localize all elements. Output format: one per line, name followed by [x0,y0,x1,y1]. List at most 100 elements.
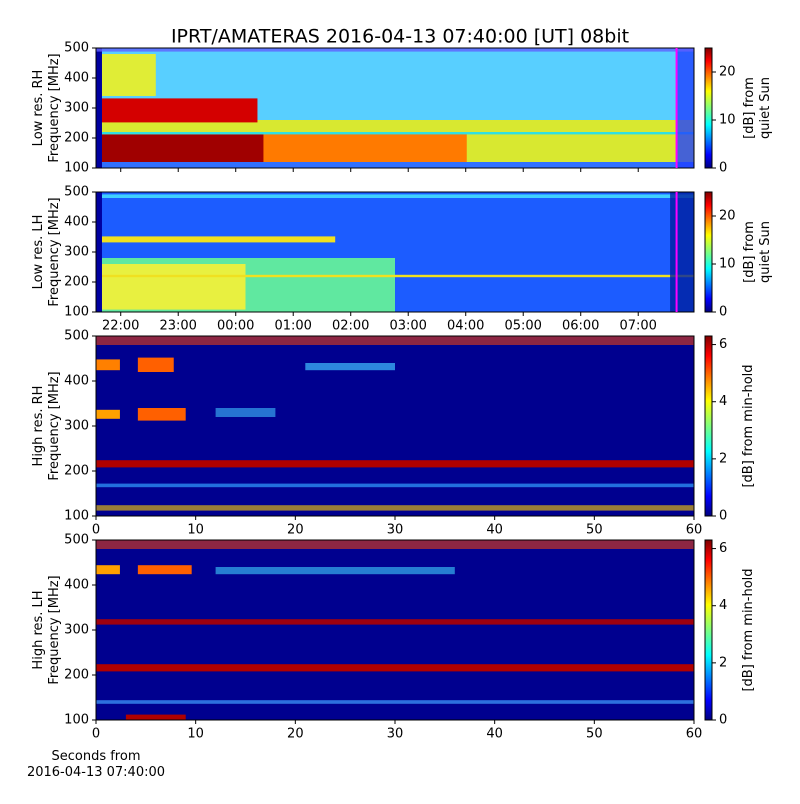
spectrogram-texture [96,565,120,575]
colorbar-tick-label: 4 [719,598,727,613]
spectrogram-texture [96,134,264,162]
y-axis-label-line: Frequency [MHz] [47,575,62,684]
y-axis-label-line: Low res. RH [31,70,46,147]
spectrogram-texture [96,483,694,488]
y-axis-label-line: High res. LH [31,590,46,669]
x-tick-label: 30 [387,523,404,538]
spectrogram-texture [305,363,395,371]
spectrogram-texture [96,274,694,278]
colorbar-tick-label: 6 [719,541,727,556]
x-tick-label: 10 [187,523,204,538]
x-tick-label: 40 [486,727,503,742]
y-tick-label: 300 [64,245,89,260]
y-tick-label: 300 [64,101,89,116]
y-tick-label: 200 [64,464,89,479]
x-tick-label: 60 [686,523,703,538]
colorbar-tick-label: 0 [719,509,727,524]
y-tick-label: 200 [64,668,89,683]
x-tick-label: 05:00 [504,319,541,334]
x-tick-label: 40 [486,523,503,538]
colorbar-label-line: quiet Sun [758,77,773,139]
y-tick-label: 500 [64,533,89,548]
colorbar [704,191,713,313]
colorbar-tick-label: 0 [719,161,727,176]
y-tick-label: 400 [64,578,89,593]
y-axis-label: High res. RHFrequency [MHz] [31,371,62,480]
spectrogram-texture [96,48,102,168]
y-tick-label: 400 [64,215,89,230]
spectrogram-texture [137,408,186,421]
x-axis-label-line: 2016-04-13 07:40:00 [27,765,165,780]
x-tick-label: 0 [92,727,100,742]
y-tick-label: 300 [64,419,89,434]
spectrogram-texture [96,132,694,135]
y-axis-label-line: Low res. LH [31,215,46,290]
y-tick-label: 400 [64,374,89,389]
spectrogram-texture [96,194,694,198]
colorbar-label: [dB] from min-hold [741,364,756,487]
x-tick-label: 0 [92,523,100,538]
x-tick-label: 60 [686,727,703,742]
x-tick-label: 10 [187,727,204,742]
x-tick-label: 50 [586,523,603,538]
x-tick-label: 22:00 [102,319,139,334]
spectrogram-texture [96,619,694,625]
spectrogram-texture [215,408,276,417]
y-tick-label: 200 [64,131,89,146]
colorbar [704,539,713,721]
colorbar [704,335,713,517]
spectrogram-texture [96,336,694,345]
spectrogram-texture [670,192,694,312]
spectrogram-texture [96,192,102,312]
colorbar-label-line: quiet Sun [758,221,773,283]
spectrogram-texture [96,664,694,672]
x-tick-label: 01:00 [274,319,311,334]
y-tick-label: 100 [64,713,89,728]
spectrogram-texture [215,567,455,575]
y-axis-label-line: Frequency [MHz] [47,53,62,162]
y-tick-label: 500 [64,185,89,200]
spectrogram-texture [125,714,186,720]
y-tick-label: 100 [64,509,89,524]
x-tick-label: 02:00 [332,319,369,334]
x-tick-label: 50 [586,727,603,742]
spectrogram-texture [96,700,694,704]
colorbar-label-line: [dB] from [742,77,757,139]
colorbar [704,47,713,169]
y-tick-label: 500 [64,329,89,344]
colorbar-tick-label: 0 [719,305,727,320]
colorbar-label-line: [dB] from min-hold [741,364,756,487]
chart-title: IPRT/AMATERAS 2016-04-13 07:40:00 [UT] 0… [171,26,629,48]
y-axis-label: High res. LHFrequency [MHz] [31,575,62,684]
x-tick-label: 07:00 [619,319,656,334]
y-axis-label-line: High res. RH [31,386,46,467]
colorbar-label-line: [dB] from min-hold [741,568,756,691]
x-tick-label: 04:00 [447,319,484,334]
colorbar-label: [dB] from min-hold [741,568,756,691]
colorbar-tick-label: 10 [719,257,736,272]
y-axis-label-line: Frequency [MHz] [47,197,62,306]
x-tick-label: 06:00 [562,319,599,334]
colorbar-tick-label: 4 [719,394,727,409]
colorbar-label: [dB] fromquiet Sun [742,221,773,283]
spectrogram-texture [96,505,694,511]
x-axis-label: Seconds from 2016-04-13 07:40:00 [27,749,165,780]
spectrogram-texture [96,409,120,419]
y-axis-label: Low res. LHFrequency [MHz] [31,197,62,306]
spectrogram-texture [96,54,156,96]
spectrogram-texture [96,162,694,168]
colorbar-tick-label: 2 [719,655,727,670]
x-tick-label: 03:00 [389,319,426,334]
y-tick-label: 400 [64,71,89,86]
spectrogram-texture [137,357,174,372]
x-tick-label: 20 [287,523,304,538]
spectrogram-texture [96,236,336,243]
y-tick-label: 300 [64,623,89,638]
colorbar-tick-label: 20 [719,209,736,224]
x-axis-label-line: Seconds from [51,749,140,764]
y-tick-label: 100 [64,305,89,320]
x-tick-label: 30 [387,727,404,742]
y-tick-label: 100 [64,161,89,176]
y-tick-label: 200 [64,275,89,290]
